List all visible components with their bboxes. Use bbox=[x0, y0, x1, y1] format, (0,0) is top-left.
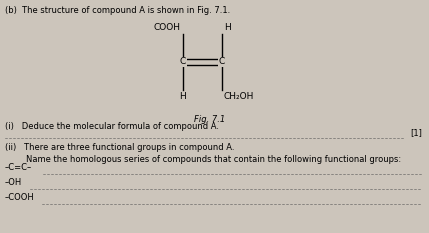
Text: –COOH: –COOH bbox=[5, 193, 35, 202]
Text: –C=C–: –C=C– bbox=[5, 163, 32, 172]
Text: –OH: –OH bbox=[5, 178, 22, 187]
Text: (ii)   There are three functional groups in compound A.: (ii) There are three functional groups i… bbox=[5, 143, 235, 152]
Text: CH₂OH: CH₂OH bbox=[224, 92, 254, 101]
Text: (i)   Deduce the molecular formula of compound A.: (i) Deduce the molecular formula of comp… bbox=[5, 122, 219, 131]
Text: C: C bbox=[219, 58, 225, 66]
Text: H: H bbox=[224, 23, 231, 32]
Text: Fig. 7.1: Fig. 7.1 bbox=[194, 115, 226, 124]
Text: H: H bbox=[180, 92, 186, 101]
Text: [1]: [1] bbox=[410, 128, 422, 137]
Text: (b)  The structure of compound A is shown in Fig. 7.1.: (b) The structure of compound A is shown… bbox=[5, 6, 230, 15]
Text: Name the homologous series of compounds that contain the following functional gr: Name the homologous series of compounds … bbox=[5, 155, 401, 164]
Text: COOH: COOH bbox=[154, 23, 181, 32]
Text: C: C bbox=[180, 58, 186, 66]
